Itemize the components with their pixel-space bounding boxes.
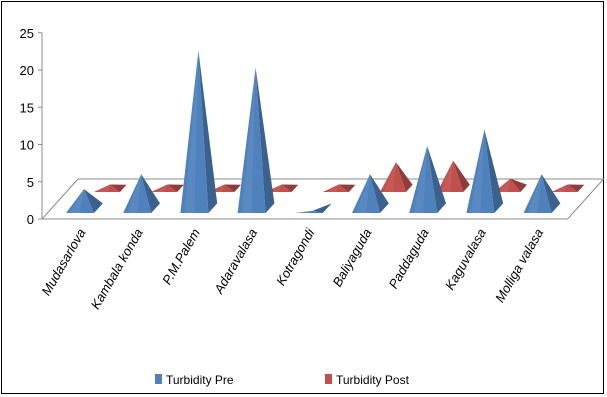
bar-post-0	[94, 184, 127, 192]
bar-pre-8	[523, 174, 561, 213]
y-tick-label: 25	[20, 26, 34, 41]
series-turbidity-pre	[66, 50, 561, 214]
x-tick-label: Kaguvalasa	[442, 226, 489, 292]
bar-pre-6	[409, 145, 446, 213]
bar-post-6	[437, 160, 470, 192]
y-tick-label: 20	[20, 63, 34, 78]
x-tick-label: Baliyaguda	[329, 226, 374, 289]
x-tick-label: Paddaguda	[386, 226, 432, 291]
bar-pre-7	[466, 129, 504, 213]
y-tick-label: 10	[20, 138, 34, 153]
legend-swatch-turbidity-pre	[155, 374, 162, 384]
x-tick-label: Mudasarlova	[38, 226, 88, 298]
bar-post-7	[494, 178, 527, 192]
legend-swatch-turbidity-post	[325, 374, 332, 384]
bar-post-4	[322, 184, 356, 192]
bar-post-8	[551, 184, 585, 192]
legend: Turbidity Pre Turbidity Post	[155, 373, 410, 387]
x-tick-label: Molliga valasa	[492, 226, 546, 305]
y-tick-label: 5	[27, 175, 34, 190]
legend-label-turbidity-pre: Turbidity Pre	[166, 373, 234, 387]
legend-label-turbidity-post: Turbidity Post	[336, 373, 410, 387]
x-tick-label: Kambala konda	[88, 226, 146, 312]
x-tick-label: Adaravalasa	[211, 226, 261, 297]
bar-pre-3	[237, 67, 275, 213]
bar-pre-2	[180, 50, 218, 214]
bar-post-1	[151, 184, 184, 192]
chart-floor	[40, 178, 605, 220]
bar-post-5	[380, 162, 413, 192]
x-tick-label: Kotragondi	[273, 225, 318, 288]
series-turbidity-post	[94, 160, 585, 192]
y-axis	[38, 32, 43, 220]
bar-pre-5	[352, 174, 389, 213]
floor-plane	[40, 178, 605, 220]
y-tick-label: 15	[20, 100, 34, 115]
bar-pre-4	[294, 203, 332, 213]
y-tick-labels: 0 5 10 15 20 25	[20, 26, 34, 227]
bar-pre-1	[123, 174, 160, 213]
bar-pre-0	[66, 189, 103, 213]
x-tick-labels: Mudasarlova Kambala konda P.M.Palem Adarava…	[38, 225, 546, 312]
y-tick-label: 0	[27, 212, 34, 227]
x-tick-label: P.M.Palem	[159, 226, 203, 287]
